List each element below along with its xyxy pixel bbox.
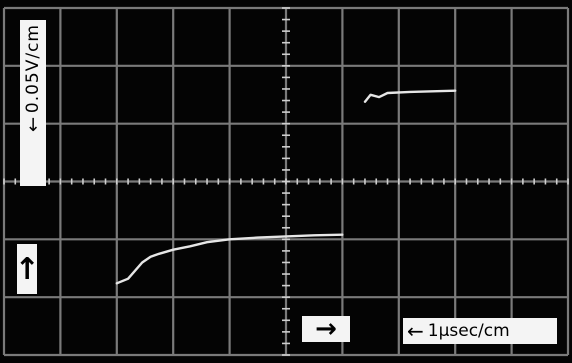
time-scale-label-box: ← 1μsec/cm xyxy=(403,318,557,344)
vertical-scale-label: 0.05V/cm xyxy=(23,24,43,114)
right-arrow-icon: → xyxy=(302,314,350,344)
time-scale-label: 1μsec/cm xyxy=(427,321,510,341)
vertical-scale-label-box: 0.05V/cm ↓ xyxy=(20,20,46,186)
trace-1 xyxy=(115,233,344,285)
down-arrow-icon: ↓ xyxy=(25,115,41,137)
trace-2 xyxy=(363,89,457,103)
up-arrow-icon: ↑ xyxy=(14,244,40,294)
left-arrow-icon: ← xyxy=(407,319,424,343)
